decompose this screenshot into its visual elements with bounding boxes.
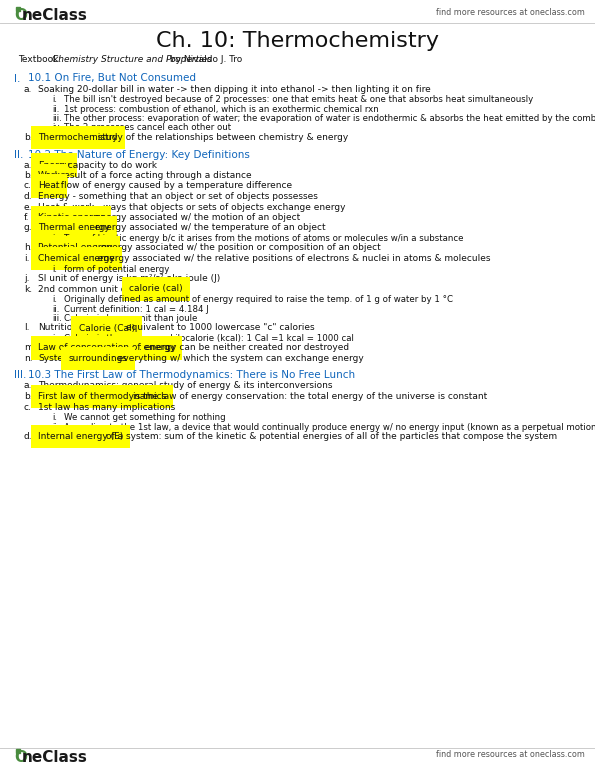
Text: The bill isn't destroyed because of 2 processes: one that emits heat & one that : The bill isn't destroyed because of 2 pr… bbox=[64, 95, 533, 104]
Text: Potential energy: Potential energy bbox=[38, 243, 112, 253]
Text: find more resources at oneclass.com: find more resources at oneclass.com bbox=[436, 8, 585, 17]
Text: Nutritional: Nutritional bbox=[38, 323, 86, 333]
Text: According to the 1st law, a device that would continually produce energy w/ no e: According to the 1st law, a device that … bbox=[64, 423, 595, 431]
Text: Originally defined as amount of energy required to raise the temp. of 1 g of wat: Originally defined as amount of energy r… bbox=[64, 295, 453, 304]
Text: I.: I. bbox=[14, 73, 20, 83]
Text: ii.: ii. bbox=[52, 105, 60, 113]
Text: n.: n. bbox=[24, 354, 33, 363]
Text: calorie (cal): calorie (cal) bbox=[129, 284, 183, 293]
Text: Heat & work - ways that objects or sets of objects exchange energy: Heat & work - ways that objects or sets … bbox=[38, 203, 346, 212]
Text: II.: II. bbox=[14, 149, 23, 159]
Text: 1st process: combustion of ethanol, which is an exothermic chemical rxn: 1st process: combustion of ethanol, whic… bbox=[64, 105, 379, 113]
Text: d.: d. bbox=[24, 192, 33, 201]
Text: III.: III. bbox=[14, 370, 26, 380]
Text: Thermal energy: Thermal energy bbox=[38, 223, 110, 233]
Text: e.: e. bbox=[24, 203, 33, 212]
Text: d.: d. bbox=[24, 432, 33, 441]
Text: b.: b. bbox=[24, 133, 33, 142]
Text: Thermodynamics: general study of energy & its interconversions: Thermodynamics: general study of energy … bbox=[38, 381, 333, 390]
Text: Internal energy (E): Internal energy (E) bbox=[38, 432, 123, 441]
Text: i.: i. bbox=[52, 265, 57, 273]
Text: Soaking 20-dollar bill in water -> then dipping it into ethanol -> then lighting: Soaking 20-dollar bill in water -> then … bbox=[38, 85, 431, 93]
Text: System's: System's bbox=[38, 354, 79, 363]
Text: iii.: iii. bbox=[52, 314, 62, 323]
Text: a.: a. bbox=[24, 381, 32, 390]
Text: j.: j. bbox=[24, 274, 30, 283]
Text: c.: c. bbox=[24, 403, 32, 411]
Text: i.: i. bbox=[52, 334, 57, 343]
Text: i.: i. bbox=[52, 295, 57, 304]
Text: : energy can be neither created nor destroyed: : energy can be neither created nor dest… bbox=[139, 343, 349, 353]
Text: We cannot get something for nothing: We cannot get something for nothing bbox=[64, 413, 226, 422]
Text: g.: g. bbox=[24, 223, 33, 233]
Text: form of potential energy: form of potential energy bbox=[64, 265, 170, 273]
Text: Energy: Energy bbox=[38, 160, 70, 169]
Text: : result of a force acting through a distance: : result of a force acting through a dis… bbox=[55, 171, 252, 180]
Text: 10.1 On Fire, But Not Consumed: 10.1 On Fire, But Not Consumed bbox=[28, 73, 196, 83]
Text: Kinetic energy: Kinetic energy bbox=[38, 213, 104, 222]
Text: : energy associated w/ the motion of an object: : energy associated w/ the motion of an … bbox=[89, 213, 300, 222]
Text: surroundings: surroundings bbox=[68, 354, 127, 363]
Text: Chemistry Structure and Properties: Chemistry Structure and Properties bbox=[52, 55, 212, 64]
Text: : study of the relationships between chemistry & energy: : study of the relationships between che… bbox=[92, 133, 348, 142]
Text: neClass: neClass bbox=[22, 750, 88, 765]
Text: Energy - something that an object or set of objects possesses: Energy - something that an object or set… bbox=[38, 192, 318, 201]
Text: a.: a. bbox=[24, 160, 32, 169]
Text: i.: i. bbox=[52, 95, 57, 104]
Text: b.: b. bbox=[24, 171, 33, 180]
Text: ii.: ii. bbox=[52, 304, 60, 313]
Text: equivalent to 1000 lowercase "c" calories: equivalent to 1000 lowercase "c" calorie… bbox=[126, 323, 315, 333]
Text: : energy associated w/ the position or composition of an object: : energy associated w/ the position or c… bbox=[95, 243, 381, 253]
Text: O: O bbox=[14, 8, 27, 23]
Text: 10.3 The First Law of Thermodynamics: There is No Free Lunch: 10.3 The First Law of Thermodynamics: Th… bbox=[28, 370, 355, 380]
Text: 2nd common unit of energy:: 2nd common unit of energy: bbox=[38, 284, 167, 293]
Text: Heat: Heat bbox=[38, 182, 60, 190]
Text: : energy associated w/ the temperature of an object: : energy associated w/ the temperature o… bbox=[89, 223, 325, 233]
Text: 1st law has many implications: 1st law has many implications bbox=[38, 403, 176, 411]
Text: l.: l. bbox=[24, 323, 30, 333]
Text: h.: h. bbox=[24, 243, 33, 253]
Text: a.: a. bbox=[24, 85, 32, 93]
Text: i.: i. bbox=[52, 413, 57, 422]
Text: Calorie (Cal): Calorie (Cal) bbox=[79, 323, 134, 333]
Text: c.: c. bbox=[24, 182, 32, 190]
Text: m.: m. bbox=[24, 343, 36, 353]
Text: Type of kinetic energy b/c it arises from the motions of atoms or molecules w/in: Type of kinetic energy b/c it arises fro… bbox=[64, 234, 464, 243]
Text: iv.: iv. bbox=[52, 123, 61, 132]
Text: Calorie is larger unit than joule: Calorie is larger unit than joule bbox=[64, 314, 198, 323]
Text: : capacity to do work: : capacity to do work bbox=[62, 160, 156, 169]
Text: b.: b. bbox=[24, 392, 33, 401]
Text: : everything w/ which the system can exchange energy: : everything w/ which the system can exc… bbox=[112, 354, 364, 363]
Text: Ch. 10: Thermochemistry: Ch. 10: Thermochemistry bbox=[156, 31, 439, 51]
Text: f.: f. bbox=[24, 213, 30, 222]
Text: Calorie is the same as a kilocalorie (kcal): 1 Cal =1 kcal = 1000 cal: Calorie is the same as a kilocalorie (kc… bbox=[64, 334, 354, 343]
Text: iii.: iii. bbox=[52, 114, 62, 123]
Text: Textbook:: Textbook: bbox=[18, 55, 64, 64]
Text: 10.2 The Nature of Energy: Key Definitions: 10.2 The Nature of Energy: Key Definitio… bbox=[28, 149, 250, 159]
Text: i.: i. bbox=[24, 254, 30, 263]
Text: k.: k. bbox=[24, 284, 32, 293]
Text: : flow of energy caused by a temperature difference: : flow of energy caused by a temperature… bbox=[55, 182, 292, 190]
Text: is the law of energy conservation: the total energy of the universe is constant: is the law of energy conservation: the t… bbox=[133, 392, 487, 401]
Text: Law of conservation of energy: Law of conservation of energy bbox=[38, 343, 176, 353]
Text: SI unit of energy is kg·m²/s² aka joule (J): SI unit of energy is kg·m²/s² aka joule … bbox=[38, 274, 220, 283]
Text: Thermochemistry: Thermochemistry bbox=[38, 133, 118, 142]
Text: of a system: sum of the kinetic & potential energies of all of the particles tha: of a system: sum of the kinetic & potent… bbox=[105, 432, 557, 441]
Text: First law of thermodynamics: First law of thermodynamics bbox=[38, 392, 166, 401]
Text: ii.: ii. bbox=[52, 423, 60, 431]
Text: O: O bbox=[14, 750, 27, 765]
Text: neClass: neClass bbox=[22, 8, 88, 23]
Text: The 2 processes cancel each other out: The 2 processes cancel each other out bbox=[64, 123, 231, 132]
Text: The other process: evaporation of water; the evaporation of water is endothermic: The other process: evaporation of water;… bbox=[64, 114, 595, 123]
Text: Chemical energy: Chemical energy bbox=[38, 254, 115, 263]
Text: i.: i. bbox=[52, 234, 57, 243]
Text: find more resources at oneclass.com: find more resources at oneclass.com bbox=[436, 750, 585, 759]
Text: by Nivaldo J. Tro: by Nivaldo J. Tro bbox=[167, 55, 242, 64]
Text: : energy associated w/ the relative positions of electrons & nuclei in atoms & m: : energy associated w/ the relative posi… bbox=[92, 254, 491, 263]
Text: Work: Work bbox=[38, 171, 61, 180]
Text: Current definition: 1 cal = 4.184 J: Current definition: 1 cal = 4.184 J bbox=[64, 304, 209, 313]
